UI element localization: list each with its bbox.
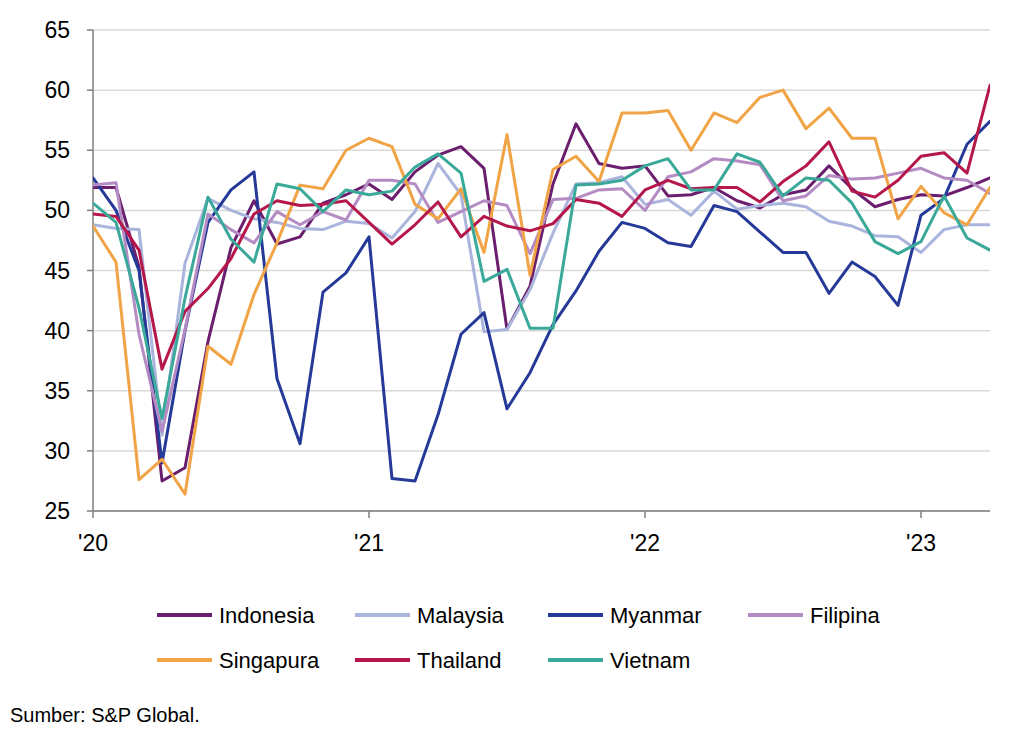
x-tick (644, 511, 646, 518)
x-tick-label: '23 (906, 530, 936, 556)
chart-svg: 25 30 35 40 45 50 55 60 65 '20 '21 '22 '23 Indonesia M… (0, 0, 1023, 747)
grid-line (93, 330, 990, 332)
x-tick (920, 511, 922, 518)
legend-swatch (355, 613, 410, 617)
x-tick-label: '21 (354, 530, 384, 556)
legend-swatch (748, 613, 803, 617)
legend-swatch (355, 658, 410, 662)
grid-line (93, 450, 990, 452)
y-tick (87, 330, 93, 332)
chart-container: 25 30 35 40 45 50 55 60 65 '20 '21 '22 '23 Indonesia M… (0, 0, 1023, 747)
series-line (93, 124, 990, 481)
grid-line (93, 29, 990, 31)
y-tick (87, 270, 93, 272)
legend-label: Vietnam (610, 648, 690, 673)
y-tick (87, 210, 93, 212)
grid-line (93, 89, 990, 91)
x-tick (92, 511, 94, 518)
legend-label: Filipina (810, 603, 880, 628)
x-axis (93, 510, 990, 512)
lines (93, 85, 990, 494)
grid-line (93, 150, 990, 152)
y-tick-label: 35 (44, 378, 70, 404)
y-tick (87, 150, 93, 152)
y-tick (87, 89, 93, 91)
y-tick (87, 450, 93, 452)
grid-line (93, 270, 990, 272)
legend-label: Malaysia (417, 603, 505, 628)
y-tick-label: 60 (44, 77, 70, 103)
legend-label: Myanmar (610, 603, 702, 628)
series-line (93, 159, 990, 432)
y-tick-label: 50 (44, 197, 70, 223)
legend: Indonesia Malaysia Myanmar Filipina Singapur… (157, 603, 880, 673)
y-tick-label: 55 (44, 137, 70, 163)
grid-line (93, 390, 990, 392)
legend-swatch (548, 613, 603, 617)
series-line (93, 121, 990, 481)
source-note: Sumber: S&P Global. (10, 704, 200, 726)
y-tick (87, 510, 93, 512)
series-line (93, 85, 990, 369)
x-tick-label: '22 (630, 530, 660, 556)
x-tick (368, 511, 370, 518)
series-line (93, 163, 990, 435)
legend-label: Singapura (219, 648, 320, 673)
series-line (93, 154, 990, 419)
legend-swatch (548, 658, 603, 662)
y-axis (92, 30, 94, 511)
y-tick-label: 25 (44, 498, 70, 524)
y-tick-label: 40 (44, 318, 70, 344)
y-tick-label: 65 (44, 17, 70, 43)
x-tick-label: '20 (78, 530, 108, 556)
y-tick-label: 30 (44, 438, 70, 464)
y-tick (87, 29, 93, 31)
legend-label: Indonesia (219, 603, 315, 628)
y-tick-label: 45 (44, 258, 70, 284)
grid-line (93, 510, 990, 512)
legend-swatch (157, 658, 212, 662)
series-line (93, 90, 990, 494)
y-tick (87, 390, 93, 392)
legend-label: Thailand (417, 648, 501, 673)
grid (93, 30, 990, 511)
legend-swatch (157, 613, 212, 617)
